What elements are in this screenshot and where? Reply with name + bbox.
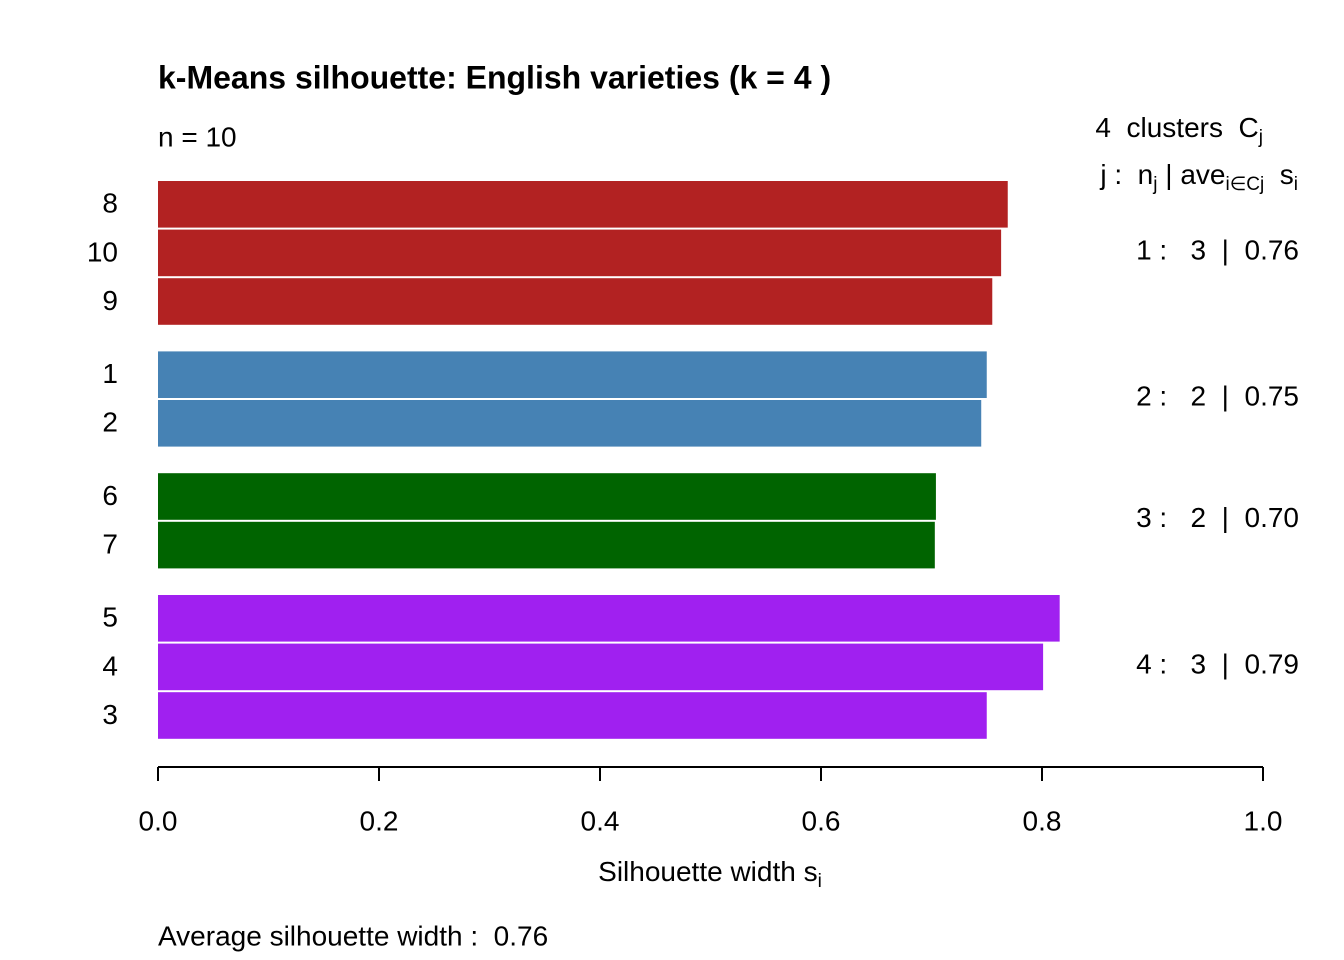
x-tick-label: 0.2 — [360, 805, 399, 836]
x-tick-label: 0.8 — [1023, 805, 1062, 836]
header-text: | ave — [1158, 159, 1226, 190]
bar — [158, 351, 987, 398]
x-tick-label: 0.0 — [139, 805, 178, 836]
x-tick-label: 0.4 — [581, 805, 620, 836]
y-tick-label: 3 — [102, 699, 118, 730]
x-tick-label: 0.6 — [802, 805, 841, 836]
x-tick-label: 1.0 — [1244, 805, 1283, 836]
bar — [158, 643, 1044, 691]
header-text: j : n — [1099, 159, 1153, 190]
subtitle: n = 10 — [158, 121, 237, 152]
header: j : nj | avei∈Cj si — [1099, 159, 1298, 195]
y-tick-label: 4 — [102, 650, 118, 681]
cluster-summary: 1 : 3 | 0.76 — [1136, 234, 1299, 265]
cluster-summary: 2 : 2 | 0.75 — [1136, 380, 1299, 411]
y-tick-label: 7 — [102, 528, 118, 559]
bar — [158, 521, 935, 569]
bar — [158, 229, 1002, 277]
y-tick-label: 8 — [102, 188, 118, 219]
cluster-summary: 3 : 2 | 0.70 — [1136, 502, 1299, 533]
y-tick-label: 1 — [102, 358, 118, 389]
y-tick-label: 6 — [102, 480, 118, 511]
header: 4 clusters Cj — [1095, 112, 1263, 148]
y-tick-label: 2 — [102, 407, 118, 438]
header-sub: j — [1152, 174, 1157, 195]
header-sub: j — [1258, 127, 1263, 148]
chart-title: k-Means silhouette: English varieties (k… — [158, 59, 831, 95]
x-axis-sub: i — [818, 871, 822, 892]
header-text: 4 clusters C — [1095, 112, 1258, 143]
x-axis-title: Silhouette width si — [598, 856, 822, 892]
bar — [158, 400, 982, 447]
y-tick-label: 9 — [102, 285, 118, 316]
y-tick-label: 5 — [102, 602, 118, 633]
bar — [158, 595, 1060, 642]
footer: Average silhouette width : 0.76 — [158, 920, 548, 951]
cluster-summary: 4 : 3 | 0.79 — [1136, 648, 1299, 679]
bar — [158, 278, 993, 325]
header-sub: i∈Cj — [1225, 174, 1264, 195]
x-axis-text: Silhouette width s — [598, 856, 817, 887]
y-tick-label: 10 — [87, 236, 118, 267]
header-sub: i — [1294, 174, 1298, 195]
header-text: s — [1264, 159, 1294, 190]
bar — [158, 473, 936, 520]
bar — [158, 692, 987, 739]
bar — [158, 181, 1008, 228]
